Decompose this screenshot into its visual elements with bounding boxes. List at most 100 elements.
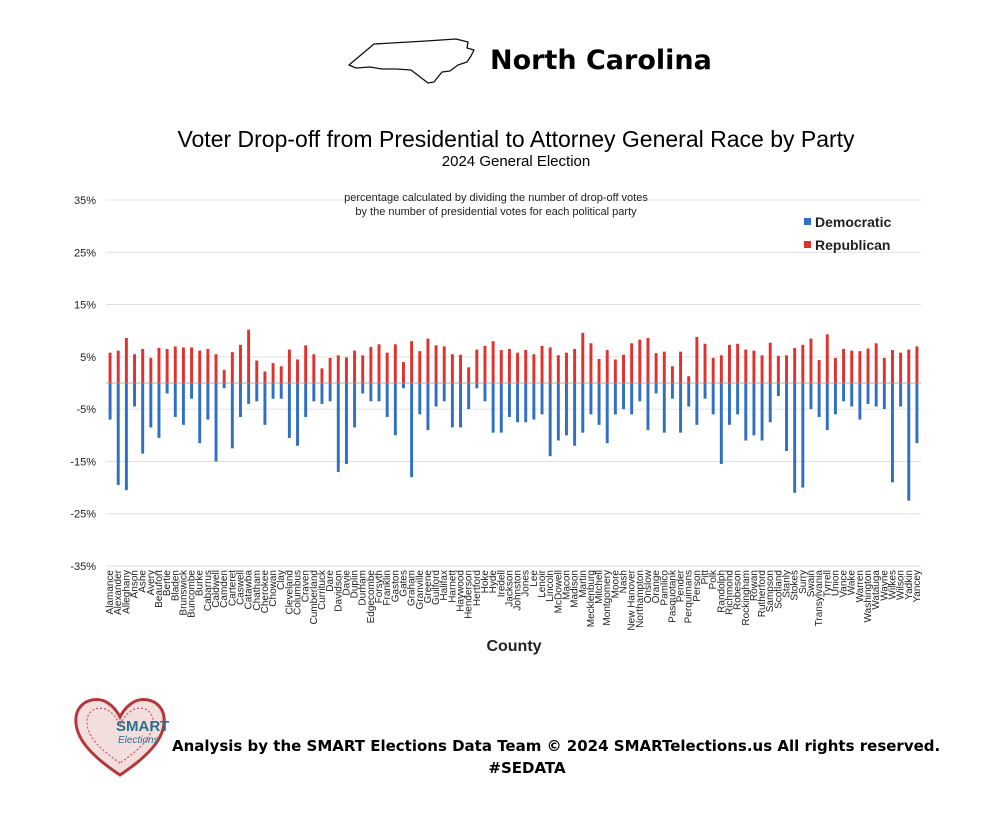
x-tick-label: Person <box>692 570 703 602</box>
x-tick-label: Randolph <box>716 570 727 613</box>
y-tick-label: 25% <box>74 247 96 259</box>
x-tick-label: Surry <box>798 570 809 594</box>
x-tick-label: Madison <box>570 570 581 608</box>
bar-republican-robeson <box>736 343 740 383</box>
x-tick-label: Alexander <box>113 569 124 615</box>
bar-democratic-davidson <box>336 383 340 472</box>
x-tick-label: Rockingham <box>741 570 752 626</box>
bar-republican-davidson <box>336 355 340 383</box>
bar-republican-pamlico <box>662 351 666 383</box>
bar-republican-jones <box>524 350 528 383</box>
x-tick-label: Rowan <box>749 570 760 601</box>
bar-democratic-stanly <box>785 383 788 451</box>
bar-republican-beaufort <box>157 347 161 383</box>
bars <box>108 329 919 501</box>
x-tick-label: Cumberland <box>309 570 320 624</box>
bar-democratic-haywood <box>459 383 462 428</box>
bar-republican-currituck <box>320 368 324 383</box>
bar-democratic-harnett <box>450 383 454 428</box>
bar-republican-alamance <box>108 352 112 383</box>
x-axis-title: County <box>486 638 541 655</box>
y-tick-label: -25% <box>70 509 96 521</box>
footer-hashtag: #SEDATA <box>488 759 566 777</box>
y-tick-label: 15% <box>74 300 96 312</box>
bar-republican-cumberland <box>312 354 316 383</box>
bar-democratic-forsyth <box>377 383 381 402</box>
bar-democratic-cabarrus <box>206 383 210 420</box>
x-tick-label: Union <box>830 570 841 596</box>
legend-label-democratic: Democratic <box>815 214 891 230</box>
bar-democratic-new-hanover <box>630 383 634 415</box>
x-tick-label: Camden <box>219 570 230 608</box>
y-tick-label: -35% <box>70 561 96 573</box>
bar-democratic-person <box>695 383 699 425</box>
bar-democratic-alexander <box>116 383 120 485</box>
bar-democratic-lincoln <box>548 383 552 457</box>
x-tick-label: Yancey <box>912 570 923 603</box>
bar-democratic-guilford <box>434 383 438 407</box>
bar-republican-carteret <box>230 352 234 383</box>
legend-swatch-democratic <box>804 218 811 225</box>
x-tick-label: Mecklenburg <box>586 570 597 627</box>
x-tick-label: Gaston <box>390 570 401 602</box>
bar-democratic-beaufort <box>157 383 161 438</box>
bar-democratic-wake <box>850 383 854 407</box>
bar-democratic-columbus <box>296 383 299 446</box>
x-tick-label: Anson <box>130 570 141 598</box>
bar-democratic-pitt <box>703 383 707 399</box>
bar-democratic-northampton <box>638 383 642 402</box>
x-tick-label: Martin <box>578 570 589 598</box>
logo-text-sub: Elections <box>118 735 159 746</box>
bar-democratic-randolph <box>719 383 723 465</box>
x-tick-label: Perquimans <box>684 570 695 623</box>
bar-republican-burke <box>198 350 202 383</box>
x-tick-label: Scotland <box>773 570 784 609</box>
bar-republican-wayne <box>882 357 886 383</box>
bar-republican-new-hanover <box>630 343 634 383</box>
bar-republican-warren <box>858 351 862 383</box>
x-tick-label: Rutherford <box>757 570 768 617</box>
bar-republican-nash <box>622 354 625 383</box>
bar-republican-transylvania <box>817 359 821 383</box>
bar-democratic-granville <box>418 383 422 415</box>
x-tick-label: Richmond <box>724 570 735 615</box>
bar-democratic-lee <box>532 383 536 420</box>
x-tick-label: Catawba <box>244 570 255 610</box>
bar-democratic-macon <box>565 383 568 436</box>
bar-democratic-pasquotank <box>670 383 674 399</box>
bar-republican-hertford <box>475 349 479 383</box>
x-tick-label: Ashe <box>138 570 149 593</box>
x-tick-label: Edgecombe <box>366 570 377 624</box>
bar-democratic-buncombe <box>190 383 194 399</box>
bar-democratic-yancey <box>915 383 919 444</box>
chart-note-line-1: percentage calculated by dividing the nu… <box>344 192 648 204</box>
bar-democratic-watauga <box>874 383 878 407</box>
bar-republican-davie <box>344 357 348 383</box>
x-tick-label: Granville <box>415 570 426 610</box>
x-tick-label: Dare <box>325 570 336 592</box>
x-tick-label: Craven <box>301 570 312 602</box>
x-tick-label: Pender <box>676 569 687 602</box>
x-tick-label: Bladen <box>170 570 181 601</box>
state-header <box>0 30 1000 100</box>
bar-democratic-nash <box>622 383 625 410</box>
x-tick-label: Burke <box>195 570 206 597</box>
bar-republican-greene <box>426 338 430 383</box>
bar-republican-pasquotank <box>670 366 674 383</box>
bar-democratic-mcdowell <box>556 383 560 441</box>
x-tick-label: Iredell <box>496 570 507 597</box>
x-tick-label: Nash <box>619 570 630 593</box>
x-axis-categories: AlamanceAlexanderAlleghanyAnsonAsheAvery… <box>105 569 923 631</box>
bar-republican-iredell <box>499 350 503 383</box>
legend: Democratic Republican <box>804 214 891 253</box>
bar-republican-martin <box>581 332 585 383</box>
bar-democratic-anson <box>133 383 136 407</box>
bar-republican-catawba <box>247 329 251 383</box>
bar-democratic-iredell <box>499 383 503 433</box>
legend-swatch-republican <box>804 241 811 248</box>
x-tick-label: Forsyth <box>374 570 385 603</box>
x-tick-label: Clay <box>276 570 287 590</box>
bar-democratic-sampson <box>768 383 772 423</box>
bar-democratic-richmond <box>728 383 731 425</box>
bar-republican-columbus <box>296 359 299 383</box>
